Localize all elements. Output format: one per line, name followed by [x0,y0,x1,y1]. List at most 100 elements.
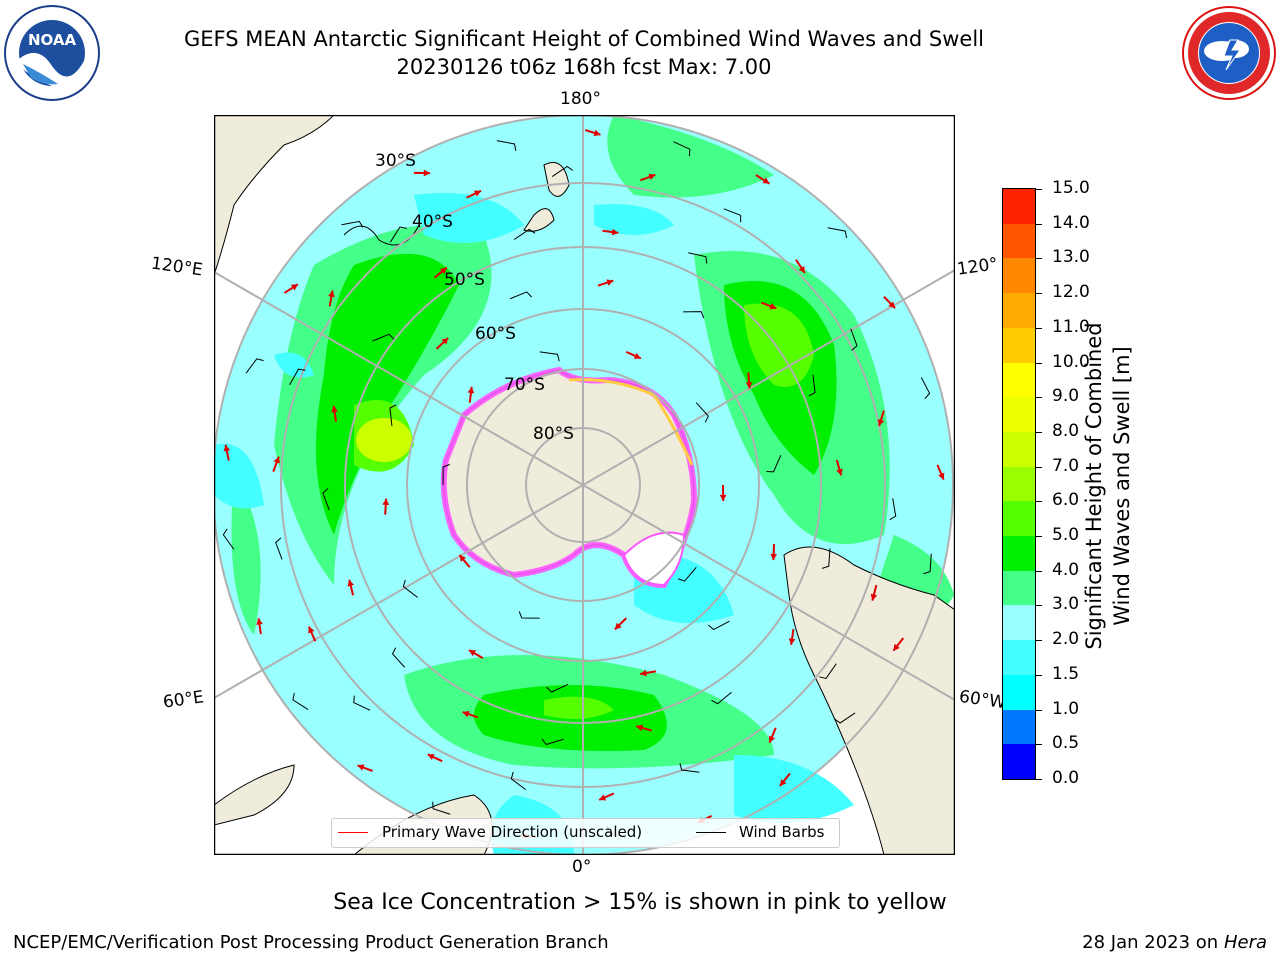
wave-arrow-head [633,352,641,359]
wave-arrow-head [599,794,607,801]
wave-arrow-head [357,764,365,771]
sea-ice-thick [568,378,694,466]
wind-barb [683,311,705,319]
lat-label-30s: 30°S [375,151,416,171]
lon-label-120e: 120°E [149,253,204,281]
colorbar-tick-mark [1036,189,1042,190]
wave-arrow-head [328,290,335,298]
lon-label-180: 180° [560,89,601,109]
wind-barb [541,738,564,746]
colorbar-tick-label: 4.0 [1052,559,1080,580]
wave-arrow-head [347,579,354,587]
lat-label-60s: 60°S [475,324,516,344]
wave-arrow-head [836,468,843,476]
wind-barb [679,763,700,773]
map-title: GEFS MEAN Antarctic Significant Height o… [183,27,985,51]
wind-barb [539,351,560,362]
wave-arrow-head [769,303,777,310]
wind-barb [688,252,708,264]
lon-label-60e: 60°E [161,687,206,713]
footer-credit: NCEP/EMC/Verification Post Processing Pr… [13,932,609,953]
colorbar-tick-label: 1.5 [1052,663,1080,684]
barb-legend-label: Wind Barbs [739,823,825,841]
colorbar-tick-mark [1036,397,1042,399]
colorbar-tick-mark [1036,501,1042,503]
wind-barb [402,579,418,598]
wave-arrow-head [877,418,885,426]
wind-barb [289,368,306,386]
wave-arrow-head [593,129,601,137]
colorbar-band [1003,743,1035,779]
wave-arrow-head [614,622,622,630]
wave-arrow-head [467,386,475,394]
colorbar-band [1003,223,1035,259]
wave-arrow-head [745,382,753,389]
colorbar-band [1003,604,1035,641]
colorbar-band [1003,257,1035,294]
wind-barb [546,683,569,693]
wind-barb [353,695,371,711]
wind-barb [292,692,309,711]
colorbar-tick-label: 0.5 [1052,733,1080,754]
wind-barb [711,691,732,705]
lat-label-50s: 50°S [444,270,485,290]
wave-arrow-head [893,643,900,651]
colorbar-band [1003,639,1035,675]
wind-barb [707,620,730,631]
wind-barb [695,402,709,423]
wind-barb [827,227,848,239]
wind-barb [496,140,517,151]
colorbar-tick-mark [1036,293,1042,295]
wave-arrow-head [462,710,470,718]
wind-barb [391,647,406,668]
wind-barb [819,663,837,680]
lat-label-70s: 70°S [504,375,545,395]
colorbar-band [1003,466,1035,502]
polar-map [214,115,955,855]
wave-arrow-head [798,265,805,273]
sea-ice-caption: Sea Ice Concentration > 15% is shown in … [333,890,947,915]
wave-arrow-head [888,301,896,309]
wave-arrow-head [719,494,727,501]
colorbar-tick-mark [1036,362,1042,364]
meridian-lines [214,115,955,855]
colorbar-tick-label: 13.0 [1052,247,1090,268]
wave-arrow-head [779,779,787,787]
weddell-sea-ice [622,531,686,587]
wave-arrow-head [648,173,656,181]
wave-arrow-head [382,498,390,506]
wind-barb [509,291,532,300]
colorbar-tick-label: 10.0 [1052,351,1090,372]
wave-arrow-head [468,650,476,657]
wind-barb [723,208,742,223]
colorbar-tick-mark [1036,709,1042,711]
wave-arrow-head [427,753,435,761]
wind-barb [673,141,691,157]
colorbar-tick-label: 0.0 [1052,768,1080,788]
colorbar-label-line2: Wind Waves and Swell [m] [1110,346,1134,626]
colorbar-band [1003,362,1035,398]
colorbar-tick-label: 7.0 [1052,455,1080,476]
wind-barb [432,801,451,815]
lon-label-60w: 60°W [957,686,1008,714]
wave-band-6to7 [356,418,412,462]
footer-date-text: 28 Jan 2023 on [1082,932,1224,953]
wave-arrow-head [636,724,644,732]
wind-barb [442,464,450,486]
wind-barb [889,498,897,521]
map-frame [214,115,955,855]
wave-arrow-head [611,228,619,236]
wave-arrow-head [473,190,481,197]
wind-barb [821,548,831,569]
wave-arrow-head [441,337,449,345]
colorbar-tick-mark [1036,779,1042,780]
wind-barb [923,553,932,575]
wind-barb [275,537,283,560]
lon-label-120w: 120° [955,254,1000,280]
footer-host: Hera [1223,932,1267,953]
colorbar-band [1003,674,1035,710]
colorbar-tick-mark [1036,431,1042,433]
map-subtitle: 20230126 t06z 168h fcst Max: 7.00 [396,55,772,79]
colorbar-tick-mark [1036,674,1042,676]
colorbar-tick-mark [1036,605,1042,607]
